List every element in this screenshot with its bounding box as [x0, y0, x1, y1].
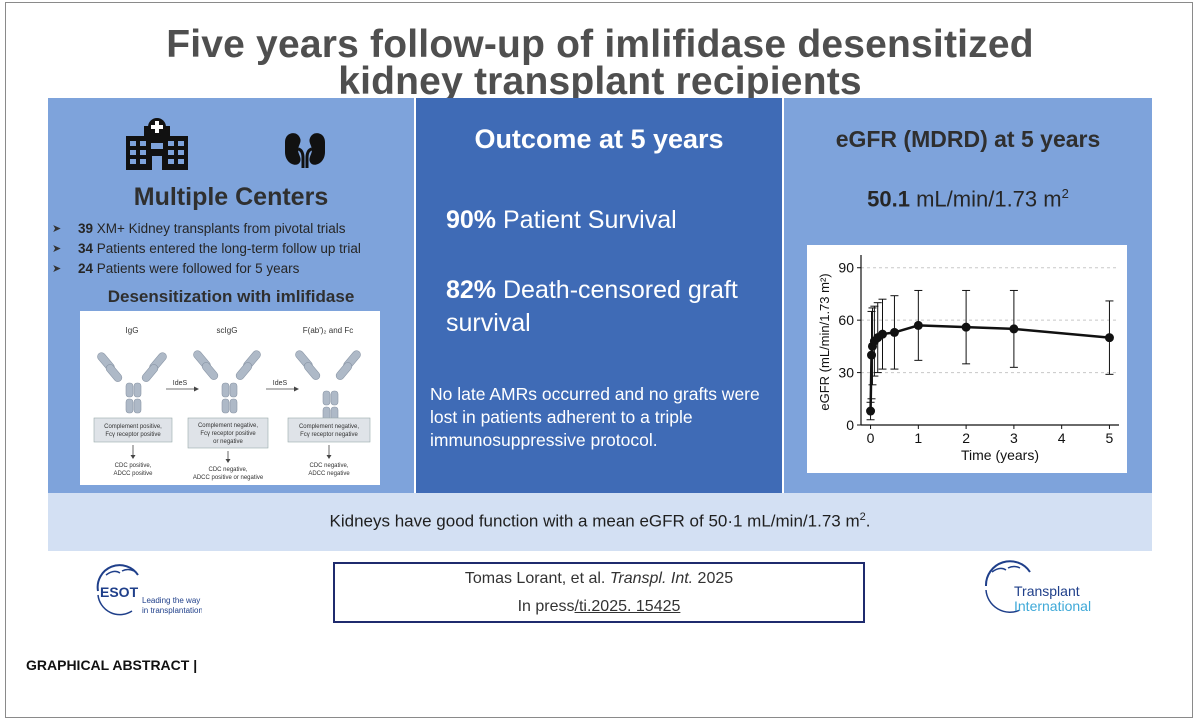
outcome-heading: Outcome at 5 years [474, 124, 724, 154]
summary-band: Kidneys have good function with a mean e… [48, 493, 1152, 551]
centers-bullet-list: ➤ 39 XM+ Kidney transplants from pivotal … [52, 219, 414, 279]
title-line-1: Five years follow-up of imlifidase desen… [166, 23, 1034, 66]
fig-box-1: Complement positive, Fcγ receptor positi… [93, 417, 173, 443]
svg-text:ESOT: ESOT [100, 584, 139, 600]
y-tick-label: 60 [838, 312, 854, 328]
x-tick-label: 3 [1010, 430, 1018, 446]
fig-outcome-3a: CDC negative, [309, 463, 348, 469]
data-point [1104, 333, 1114, 343]
svg-text:Fcγ receptor positive: Fcγ receptor positive [105, 432, 161, 438]
svg-text:IdeS: IdeS [273, 380, 288, 387]
fig-down-arrows [132, 445, 330, 459]
scigg-antibody-icon [193, 350, 261, 414]
fig-outcome-2b: ADCC positive or negative [193, 475, 264, 481]
arrow-bullet-icon: ➤ [52, 263, 62, 275]
ides-arrow-2: IdeS [266, 380, 299, 392]
patient-survival-stat: 90% Patient Survival [446, 206, 677, 234]
bullet-item: ➤ 34 Patients entered the long-term follo… [52, 239, 414, 259]
svg-text:Complement negative,: Complement negative, [299, 424, 359, 430]
transplant-international-logo: Transplant International [984, 560, 1091, 614]
fig-outcome-1a: CDC positive, [115, 463, 152, 469]
x-tick-label: 0 [867, 430, 875, 446]
summary-text: Kidneys have good function with a mean e… [329, 511, 871, 531]
graphical-abstract-label: GRAPHICAL ABSTRACT | [26, 657, 198, 673]
svg-text:IdeS: IdeS [173, 380, 188, 387]
fig-outcome-2a: CDC negative, [208, 467, 247, 473]
graft-survival-stat: 82% Death-censored graft survival [446, 276, 738, 337]
hospital-icon [126, 118, 188, 170]
egfr-chart: 0 30 60 90 0 1 2 3 4 5 Time (years) eGFR (mL/min/1.… [807, 245, 1127, 473]
fig-box-2: Complement negative, Fcγ receptor positi… [187, 417, 269, 449]
x-tick-label: 2 [962, 430, 970, 446]
data-point [1009, 324, 1019, 334]
svg-text:in transplantation: in transplantation [142, 606, 202, 615]
y-tick-label: 30 [838, 365, 854, 381]
fig-box-3: Complement negative, Fcγ receptor negati… [287, 417, 371, 443]
svg-text:Leading the way: Leading the way [142, 596, 200, 605]
bullet-item: ➤ 24 Patients were followed for 5 years [52, 259, 414, 279]
y-tick-label: 0 [846, 417, 854, 433]
series-line [869, 324, 1110, 412]
igg-antibody-icon [97, 352, 167, 414]
data-point [889, 327, 899, 337]
egfr-heading: eGFR (MDRD) at 5 years [835, 126, 1101, 152]
egfr-chart-svg: 0 30 60 90 0 1 2 3 4 5 Time (years) eGFR (mL/min/1.… [817, 255, 1119, 463]
page-title: Five years follow-up of imlifidase desen… [60, 23, 1140, 103]
svg-text:International: International [1014, 598, 1091, 614]
x-axis-label: Time (years) [961, 447, 1039, 463]
centers-heading: Multiple Centers [133, 183, 329, 211]
kidney-icon [285, 133, 325, 168]
esot-logo: ESOT Leading the way in transplantation [96, 564, 202, 616]
svg-text:Complement negative,: Complement negative, [198, 423, 258, 429]
outcome-panel: Outcome at 5 years 90% Patient Survival … [416, 98, 782, 493]
fig-outcome-1b: ADCC positive [113, 471, 153, 477]
title-line-2: kidney transplant recipients [338, 60, 862, 103]
fig-col2-title: scIgG [217, 326, 238, 335]
outcome-note: No late AMRs occurred and no grafts were… [430, 384, 760, 450]
imlifidase-mechanism-figure: IgG scIgG F(ab')₂ and Fc [80, 311, 380, 485]
data-point [913, 320, 923, 330]
data-point [961, 322, 971, 332]
data-point [878, 329, 887, 339]
bullet-item: ➤ 39 XM+ Kidney transplants from pivotal … [52, 219, 414, 239]
desensitization-heading: Desensitization with imlifidase [107, 287, 355, 306]
fig-down-arrowheads [130, 455, 332, 463]
svg-text:Complement positive,: Complement positive, [104, 424, 162, 430]
x-tick-label: 4 [1058, 430, 1066, 446]
x-tick-label: 1 [914, 430, 922, 446]
y-tick-label: 90 [838, 260, 854, 276]
doi-link[interactable]: /ti.2025. 15425 [574, 598, 681, 615]
ides-arrow-1: IdeS [166, 380, 199, 392]
svg-text:Fcγ receptor negative: Fcγ receptor negative [300, 432, 358, 438]
citation-line-2: In press/ti.2025. 15425 [517, 598, 681, 615]
data-point [866, 406, 876, 416]
y-axis-label: eGFR (mL/min/1.73 m²) [817, 273, 832, 410]
egfr-value: 50.1 mL/min/1.73 m2 [867, 186, 1069, 212]
fig-outcome-3b: ADCC negative [308, 471, 350, 477]
x-tick-label: 5 [1106, 430, 1114, 446]
egfr-panel: eGFR (MDRD) at 5 years 50.1 mL/min/1.73 … [784, 98, 1152, 493]
citation-line-1: Tomas Lorant, et al. Transpl. Int. 2025 [464, 570, 734, 587]
citation-box: Tomas Lorant, et al. Transpl. Int. 2025 … [333, 562, 865, 623]
svg-text:Fcγ receptor positive: Fcγ receptor positive [200, 431, 256, 437]
fig-col3-title: F(ab')₂ and Fc [303, 326, 353, 335]
arrow-bullet-icon: ➤ [52, 223, 62, 235]
arrow-bullet-icon: ➤ [52, 243, 62, 255]
svg-text:Transplant: Transplant [1014, 583, 1080, 599]
svg-text:or negative: or negative [213, 439, 243, 445]
data-point [867, 350, 877, 360]
fab-fc-fragments-icon [295, 350, 361, 422]
centers-panel: Multiple Centers ➤ 39 XM+ Kidney transpla… [48, 98, 414, 493]
fig-col1-title: IgG [126, 326, 139, 335]
